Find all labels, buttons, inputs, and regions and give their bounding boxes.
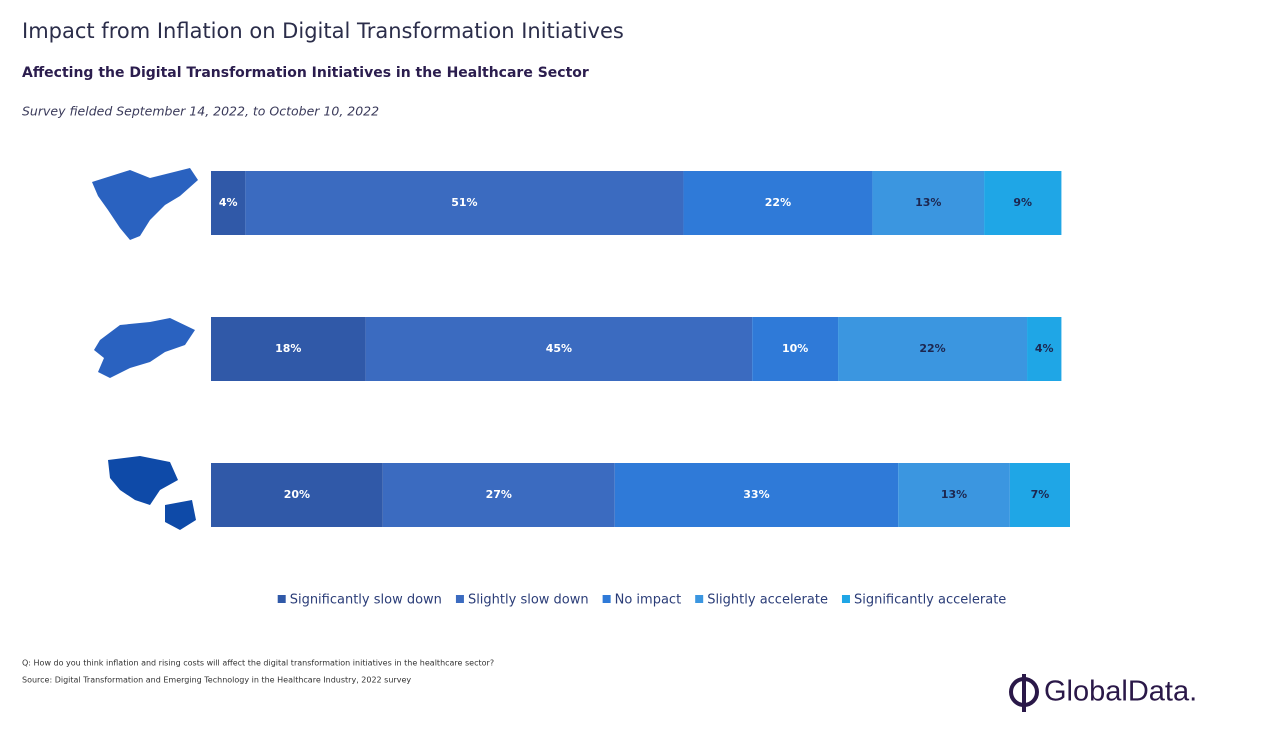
bar-segment [211, 463, 383, 527]
legend-label: Slightly accelerate [707, 593, 828, 608]
bar-segment [1009, 463, 1070, 527]
chart-title: Impact from Inflation on Digital Transfo… [22, 19, 624, 43]
map-europe-russia [94, 318, 195, 378]
bar-segment [1027, 317, 1062, 381]
bar-segment [752, 317, 839, 381]
value-label: 45% [546, 342, 572, 355]
bar-segment [683, 171, 873, 235]
bar-segment [838, 317, 1028, 381]
chart-subtitle: Affecting the Digital Transformation Ini… [22, 65, 589, 81]
bar-segment [365, 317, 753, 381]
legend-swatch [841, 595, 850, 603]
bar-segment [614, 463, 899, 527]
value-label: 18% [275, 342, 301, 355]
legend-label: Slightly slow down [468, 593, 589, 608]
bar-segment [211, 317, 366, 381]
brand-name: GlobalData. [1044, 676, 1197, 708]
bar-segment [898, 463, 1010, 527]
map-north-america [92, 168, 198, 240]
legend-swatch [455, 595, 464, 603]
value-label: 9% [1013, 196, 1032, 209]
brand-logo: GlobalData. [1009, 674, 1197, 712]
value-label: 22% [919, 342, 945, 355]
footnote: Source: Digital Transformation and Emerg… [22, 676, 411, 685]
legend-swatch [695, 595, 704, 603]
value-label: 13% [915, 196, 941, 209]
bar-segment [211, 171, 246, 235]
legend-label: Significantly slow down [290, 593, 442, 608]
bar-segment [245, 171, 684, 235]
value-label: 27% [486, 488, 512, 501]
legend-swatch [602, 595, 611, 603]
value-label: 13% [941, 488, 967, 501]
value-label: 4% [219, 196, 238, 209]
footnote: Q: How do you think inflation and rising… [22, 659, 494, 668]
value-label: 20% [284, 488, 310, 501]
bar-segment [984, 171, 1062, 235]
legend-swatch [277, 595, 286, 603]
value-label: 4% [1035, 342, 1054, 355]
region-maps [92, 168, 198, 530]
map-asia-pacific [108, 456, 196, 530]
value-label: 51% [451, 196, 477, 209]
value-label: 10% [782, 342, 808, 355]
bar-segment [382, 463, 615, 527]
bar-segment [872, 171, 985, 235]
legend-label: No impact [615, 593, 682, 608]
value-label: 7% [1031, 488, 1050, 501]
survey-note: Survey fielded September 14, 2022, to Oc… [22, 104, 379, 119]
value-label: 22% [765, 196, 791, 209]
legend-label: Significantly accelerate [854, 593, 1006, 608]
value-label: 33% [743, 488, 769, 501]
